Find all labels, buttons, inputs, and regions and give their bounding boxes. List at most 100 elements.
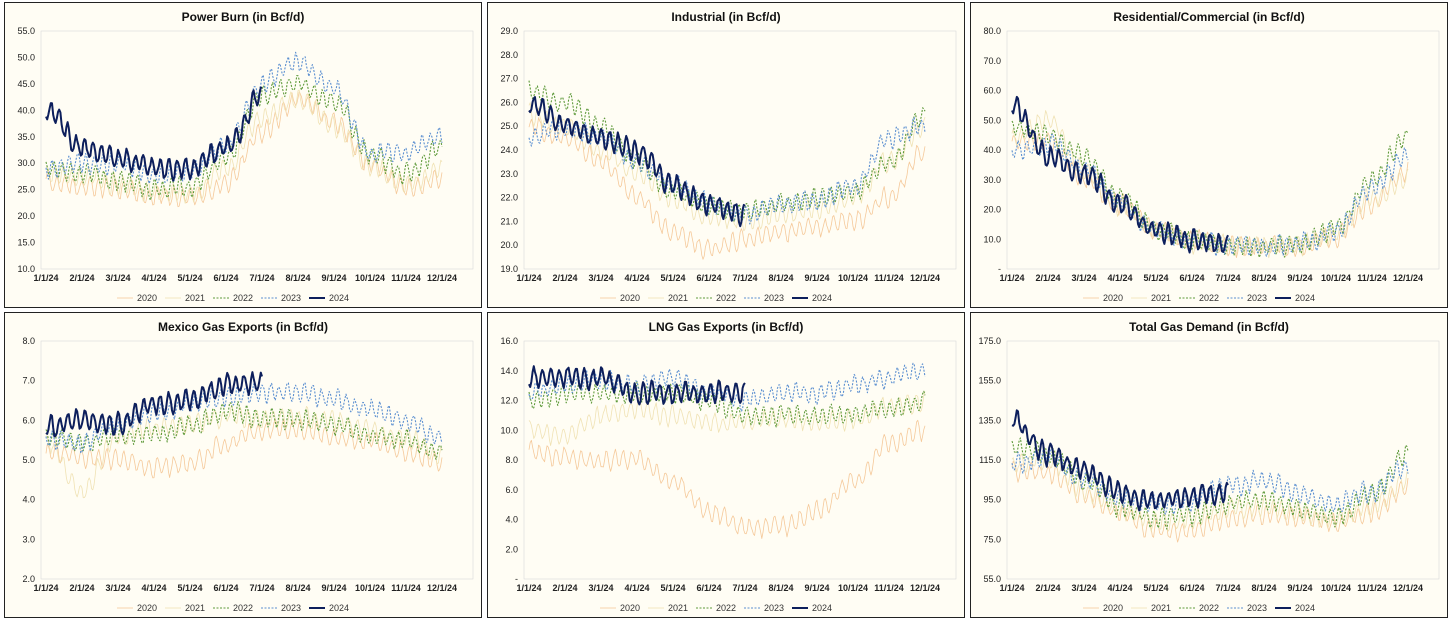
chart-title: Power Burn (in Bcf/d) [181, 10, 305, 24]
x-tick-label: 4/1/24 [141, 583, 166, 593]
x-tick-label: 7/1/24 [249, 273, 274, 283]
plot-area [523, 340, 957, 580]
dashboard-grid: Power Burn (in Bcf/d) 10.0 15.0 20.0 25.0 30… [4, 2, 1452, 620]
x-tick-label: 5/1/24 [660, 273, 685, 283]
x-tick-label: 5/1/24 [177, 273, 202, 283]
chart-title: Residential/Commercial (in Bcf/d) [1113, 10, 1305, 24]
mexico-gas-exports-chart: Mexico Gas Exports (in Bcf/d) 2.0 3.0 4.0 5… [4, 312, 482, 618]
x-tick-label: 8/1/24 [285, 583, 310, 593]
residential-commercial-chart: Residential/Commercial (in Bcf/d) - 10.0 2… [970, 2, 1448, 308]
x-tick-label: 3/1/24 [105, 583, 130, 593]
series-line-2024 [528, 96, 746, 228]
x-tick-label: 11/1/24 [1357, 273, 1387, 283]
x-tick-label: 8/1/24 [1251, 273, 1276, 283]
x-tick-label: 1/1/24 [516, 583, 541, 593]
chart-title: Mexico Gas Exports (in Bcf/d) [157, 320, 329, 334]
x-tick-label: 10/1/24 [1321, 583, 1351, 593]
series-line-2024 [45, 371, 263, 438]
y-tick-label: 6.0 [505, 485, 518, 495]
series-line-2021 [1011, 449, 1408, 532]
y-tick-label: 29.0 [500, 26, 518, 36]
chart-title: Industrial (in Bcf/d) [671, 10, 781, 24]
power-burn-chart: Power Burn (in Bcf/d) 10.0 15.0 20.0 25.0 30… [4, 2, 482, 308]
y-tick-label: 10.0 [983, 234, 1001, 244]
y-tick-label: 75.0 [983, 534, 1001, 544]
y-tick-label: 14.0 [500, 366, 518, 376]
x-tick-label: 6/1/24 [696, 273, 721, 283]
chart-svg: - 2.0 4.0 6.0 8.0 10.0 12.0 14.0 16.0 1/1/24 2/1/2… [500, 336, 957, 613]
y-tick-label: 20.0 [500, 240, 518, 250]
total-gas-demand-chart: Total Gas Demand (in Bcf/d) 55.0 75.0 95.0… [970, 312, 1448, 618]
y-tick-label: 40.0 [17, 105, 35, 115]
x-tick-label: 12/1/24 [910, 583, 940, 593]
y-tick-label: 45.0 [17, 79, 35, 89]
x-tick-label: 2/1/24 [1035, 583, 1060, 593]
plot-area [40, 340, 474, 580]
chart-svg: - 10.0 20.0 30.0 40.0 50.0 60.0 70.0 80.0 1/1/24 2… [983, 26, 1440, 303]
series-line-2022 [45, 75, 443, 201]
y-tick-label: 24.0 [500, 145, 518, 155]
x-tick-label: 11/1/24 [874, 583, 904, 593]
x-tick-label: 12/1/24 [427, 583, 457, 593]
chart-svg: 55.0 75.0 95.0 115.0 135.0 155.0 175.0 1/1/24 2/… [978, 336, 1440, 613]
legend-label-2022: 2022 [1199, 603, 1219, 613]
chart-svg: 2.0 3.0 4.0 5.0 6.0 7.0 8.0 1/1/24 2/1/24 3/1/24 4… [22, 336, 474, 613]
legend-label-2021: 2021 [668, 603, 688, 613]
y-tick-label: 23.0 [500, 169, 518, 179]
x-tick-label: 1/1/24 [33, 273, 58, 283]
x-tick-label: 9/1/24 [321, 583, 346, 593]
x-tick-label: 2/1/24 [1035, 273, 1060, 283]
y-tick-label: 30.0 [983, 175, 1001, 185]
legend-label-2020: 2020 [137, 293, 157, 303]
x-tick-label: 11/1/24 [391, 583, 421, 593]
x-tick-label: 9/1/24 [321, 273, 346, 283]
series-line-2020 [1011, 131, 1409, 259]
legend-label-2023: 2023 [1247, 603, 1267, 613]
x-tick-label: 11/1/24 [1357, 583, 1387, 593]
x-tick-label: 10/1/24 [1321, 273, 1351, 283]
x-tick-label: 3/1/24 [588, 273, 613, 283]
y-tick-label: 7.0 [22, 376, 35, 386]
series-line-2023 [1011, 133, 1409, 257]
y-tick-label: 50.0 [983, 115, 1001, 125]
x-tick-label: 5/1/24 [1143, 273, 1168, 283]
y-tick-label: 70.0 [983, 56, 1001, 66]
plot-area [523, 30, 957, 270]
x-tick-label: 9/1/24 [1287, 273, 1312, 283]
x-tick-label: 4/1/24 [141, 273, 166, 283]
legend-label-2023: 2023 [764, 603, 784, 613]
y-tick-label: 12.0 [500, 396, 518, 406]
y-tick-label: - [998, 264, 1001, 274]
x-tick-label: 1/1/24 [999, 583, 1024, 593]
y-tick-label: 175.0 [978, 336, 1001, 346]
y-tick-label: 2.0 [22, 574, 35, 584]
y-tick-label: 15.0 [17, 238, 35, 248]
x-tick-label: 4/1/24 [624, 273, 649, 283]
x-tick-label: 9/1/24 [804, 583, 829, 593]
y-tick-label: 30.0 [17, 158, 35, 168]
x-tick-label: 1/1/24 [999, 273, 1024, 283]
x-tick-label: 7/1/24 [1215, 273, 1240, 283]
x-tick-label: 10/1/24 [838, 583, 868, 593]
x-tick-label: 10/1/24 [355, 583, 385, 593]
x-tick-label: 9/1/24 [804, 273, 829, 283]
y-tick-label: 8.0 [505, 455, 518, 465]
series-line-2024 [528, 365, 746, 406]
x-tick-label: 4/1/24 [1107, 273, 1132, 283]
y-tick-label: 40.0 [983, 145, 1001, 155]
legend-label-2024: 2024 [1295, 603, 1315, 613]
y-tick-label: 22.0 [500, 193, 518, 203]
y-tick-label: 55.0 [17, 26, 35, 36]
series-line-2023 [45, 51, 443, 185]
legend-label-2023: 2023 [281, 293, 301, 303]
legend-label-2021: 2021 [1151, 603, 1171, 613]
y-tick-label: 4.0 [22, 495, 35, 505]
legend-label-2020: 2020 [620, 603, 640, 613]
chart-title: LNG Gas Exports (in Bcf/d) [648, 320, 804, 334]
x-tick-label: 7/1/24 [249, 583, 274, 593]
x-tick-label: 12/1/24 [427, 273, 457, 283]
y-tick-label: 26.0 [500, 97, 518, 107]
x-tick-label: 11/1/24 [391, 273, 421, 283]
chart-title: Total Gas Demand (in Bcf/d) [1129, 320, 1289, 334]
y-tick-label: 60.0 [983, 86, 1001, 96]
